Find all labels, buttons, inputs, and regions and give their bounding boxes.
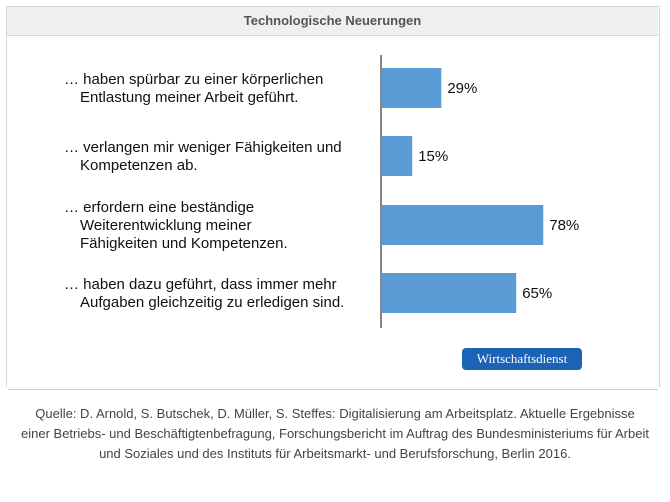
chart-title: Technologische Neuerungen	[7, 7, 658, 36]
value-labels: 29% 15% 78% 65%	[418, 80, 579, 302]
bar-chart: … haben spürbar zu einer körperlichen Ent…	[64, 55, 579, 328]
bar-3	[381, 205, 544, 245]
bar-4	[381, 273, 517, 313]
category-labels: … haben spürbar zu einer körperlichen Ent…	[64, 71, 344, 311]
value-label-1: 29%	[447, 80, 477, 97]
category-label-2: … verlangen mir weniger Fähigkeiten und K…	[64, 139, 342, 174]
bars	[381, 68, 544, 313]
category-label-3: … erfordern eine beständige Weiterentwick…	[64, 199, 288, 252]
value-label-3: 78%	[549, 217, 579, 234]
source-note: Quelle: D. Arnold, S. Butschek, D. Mülle…	[21, 406, 649, 461]
divider	[8, 389, 658, 390]
chart-frame	[6, 6, 660, 387]
category-label-4: … haben dazu geführt, dass immer mehr Auf…	[64, 276, 344, 311]
wirtschaftsdienst-badge[interactable]: Wirtschaftsdienst	[462, 348, 582, 370]
value-label-2: 15%	[418, 148, 448, 165]
bar-2	[381, 136, 413, 176]
value-label-4: 65%	[522, 285, 552, 302]
bar-1	[381, 68, 442, 108]
category-label-1: … haben spürbar zu einer körperlichen Ent…	[64, 71, 323, 106]
